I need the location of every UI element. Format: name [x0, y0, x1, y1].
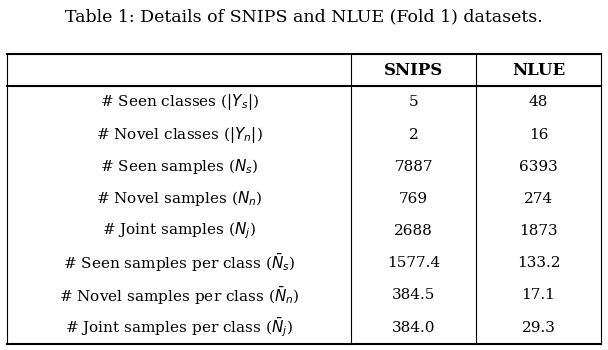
Text: # Seen samples ($N_s$): # Seen samples ($N_s$) [100, 157, 258, 176]
Text: 384.5: 384.5 [392, 288, 435, 302]
Text: Table 1: Details of SNIPS and NLUE (Fold 1) datasets.: Table 1: Details of SNIPS and NLUE (Fold… [65, 9, 543, 26]
Text: 2: 2 [409, 128, 419, 142]
Text: # Novel samples per class ($\bar{N}_n$): # Novel samples per class ($\bar{N}_n$) [59, 285, 300, 307]
Text: # Joint samples per class ($\bar{N}_j$): # Joint samples per class ($\bar{N}_j$) [66, 316, 293, 340]
Text: SNIPS: SNIPS [384, 62, 443, 79]
Text: 384.0: 384.0 [392, 321, 435, 335]
Text: 769: 769 [399, 192, 429, 206]
Text: 16: 16 [528, 128, 548, 142]
Text: 17.1: 17.1 [522, 288, 555, 302]
Text: # Joint samples ($N_j$): # Joint samples ($N_j$) [103, 221, 257, 241]
Text: 1577.4: 1577.4 [387, 256, 440, 270]
Text: 133.2: 133.2 [517, 256, 560, 270]
Text: 6393: 6393 [519, 160, 558, 174]
Text: 1873: 1873 [519, 224, 558, 238]
Text: NLUE: NLUE [512, 62, 565, 79]
Text: 274: 274 [524, 192, 553, 206]
Text: 5: 5 [409, 96, 418, 110]
Text: 48: 48 [529, 96, 548, 110]
Text: # Novel classes ($|Y_n|$): # Novel classes ($|Y_n|$) [96, 125, 263, 145]
Text: 29.3: 29.3 [522, 321, 555, 335]
Text: # Novel samples ($N_n$): # Novel samples ($N_n$) [96, 189, 263, 209]
Text: # Seen classes ($|Y_s|$): # Seen classes ($|Y_s|$) [100, 92, 259, 112]
Text: 2688: 2688 [395, 224, 433, 238]
Text: # Seen samples per class ($\bar{N}_s$): # Seen samples per class ($\bar{N}_s$) [63, 252, 295, 274]
Text: 7887: 7887 [395, 160, 433, 174]
